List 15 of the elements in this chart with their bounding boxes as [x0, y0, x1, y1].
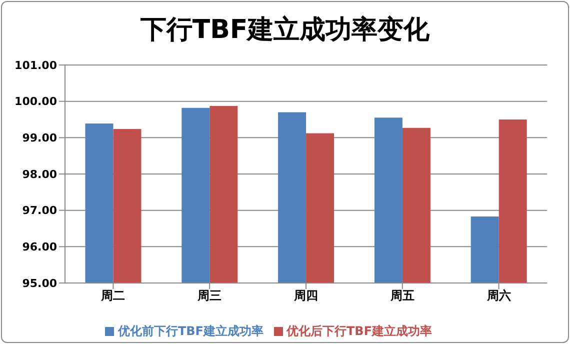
x-tick-label: 周五: [389, 288, 414, 303]
y-tick-label: 96.00: [22, 240, 58, 254]
legend-label: 优化后下行TBF建立成功率: [286, 324, 432, 338]
y-tick-label: 99.00: [22, 132, 58, 145]
x-tick-label: 周二: [100, 288, 126, 303]
legend-label: 优化前下行TBF建立成功率: [118, 324, 264, 338]
chart-title: 下行TBF建立成功率变化: [139, 14, 431, 47]
x-tick-label: 周四: [293, 288, 318, 303]
y-tick-label: 101.00: [14, 58, 58, 72]
y-tick-label: 95.00: [22, 276, 58, 290]
y-tick-label: 97.00: [22, 204, 58, 218]
y-tick-label: 100.00: [14, 95, 58, 108]
x-tick-label: 周三: [196, 288, 222, 303]
y-tick-label: 98.00: [22, 168, 58, 181]
x-tick-label: 周六: [486, 288, 511, 303]
